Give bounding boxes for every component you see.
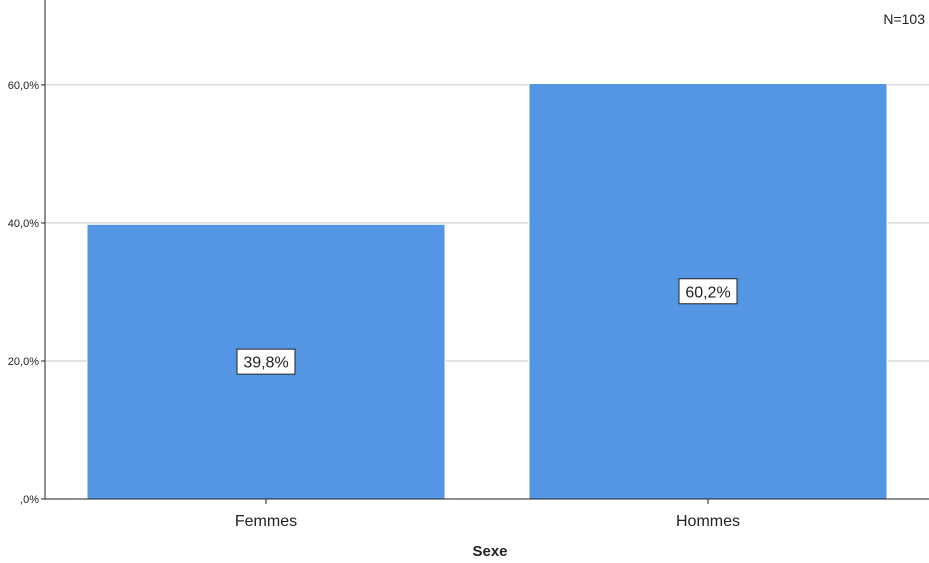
y-tick-labels: ,0% 20,0% 40,0% 60,0% (8, 80, 45, 506)
y-tick-label: 20,0% (8, 356, 39, 368)
n-annotation: N=103 (883, 11, 925, 27)
data-label: 60,2% (685, 284, 730, 301)
y-tick-label: 60,0% (8, 80, 39, 92)
data-labels: 39,8% 60,2% (236, 278, 738, 375)
x-tick-label: Femmes (235, 513, 297, 530)
data-label-box (678, 278, 738, 305)
x-tick-label: Hommes (676, 513, 740, 530)
data-label-box (236, 348, 296, 375)
data-label: 39,8% (243, 355, 288, 372)
x-axis-title: Sexe (472, 543, 507, 560)
bars (86, 83, 888, 500)
y-tick-label: 40,0% (8, 218, 39, 230)
x-tick-labels: Femmes Hommes (235, 499, 740, 530)
y-tick-label: ,0% (20, 494, 39, 506)
